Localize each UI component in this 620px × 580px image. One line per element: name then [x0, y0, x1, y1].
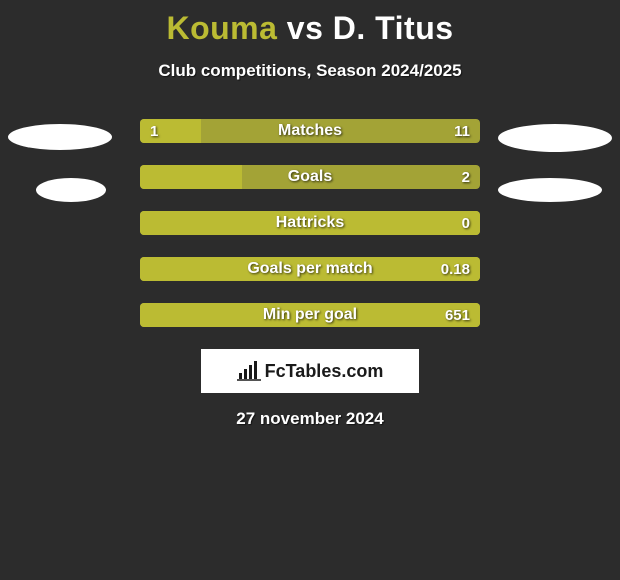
title-player-2: D. Titus — [333, 10, 454, 46]
stats-bars: 1 Matches 11 Goals 2 Hattricks 0 Goals p… — [140, 119, 480, 327]
stat-row: 1 Matches 11 — [140, 119, 480, 143]
avatar-placeholder — [498, 124, 612, 152]
stat-value-right: 651 — [445, 303, 470, 327]
subtitle: Club competitions, Season 2024/2025 — [0, 61, 620, 81]
avatar-placeholder — [36, 178, 106, 202]
brand-badge[interactable]: FcTables.com — [201, 349, 419, 393]
stat-label: Goals — [140, 165, 480, 189]
title: Kouma vs D. Titus — [0, 0, 620, 47]
title-vs: vs — [287, 10, 324, 46]
avatar-placeholder — [498, 178, 602, 202]
stat-label: Min per goal — [140, 303, 480, 327]
stat-row: Min per goal 651 — [140, 303, 480, 327]
stat-value-right: 0.18 — [441, 257, 470, 281]
brand-text: FcTables.com — [265, 361, 384, 382]
avatar-placeholder — [8, 124, 112, 150]
stat-value-right: 0 — [462, 211, 470, 235]
stat-label: Hattricks — [140, 211, 480, 235]
stat-label: Goals per match — [140, 257, 480, 281]
date-label: 27 november 2024 — [0, 409, 620, 429]
stat-row: Goals 2 — [140, 165, 480, 189]
title-player-1: Kouma — [166, 10, 277, 46]
comparison-widget: Kouma vs D. Titus Club competitions, Sea… — [0, 0, 620, 580]
stat-row: Hattricks 0 — [140, 211, 480, 235]
stat-value-right: 11 — [454, 119, 470, 143]
bar-chart-icon — [237, 361, 261, 381]
stat-label: Matches — [140, 119, 480, 143]
stat-row: Goals per match 0.18 — [140, 257, 480, 281]
stat-value-right: 2 — [462, 165, 470, 189]
